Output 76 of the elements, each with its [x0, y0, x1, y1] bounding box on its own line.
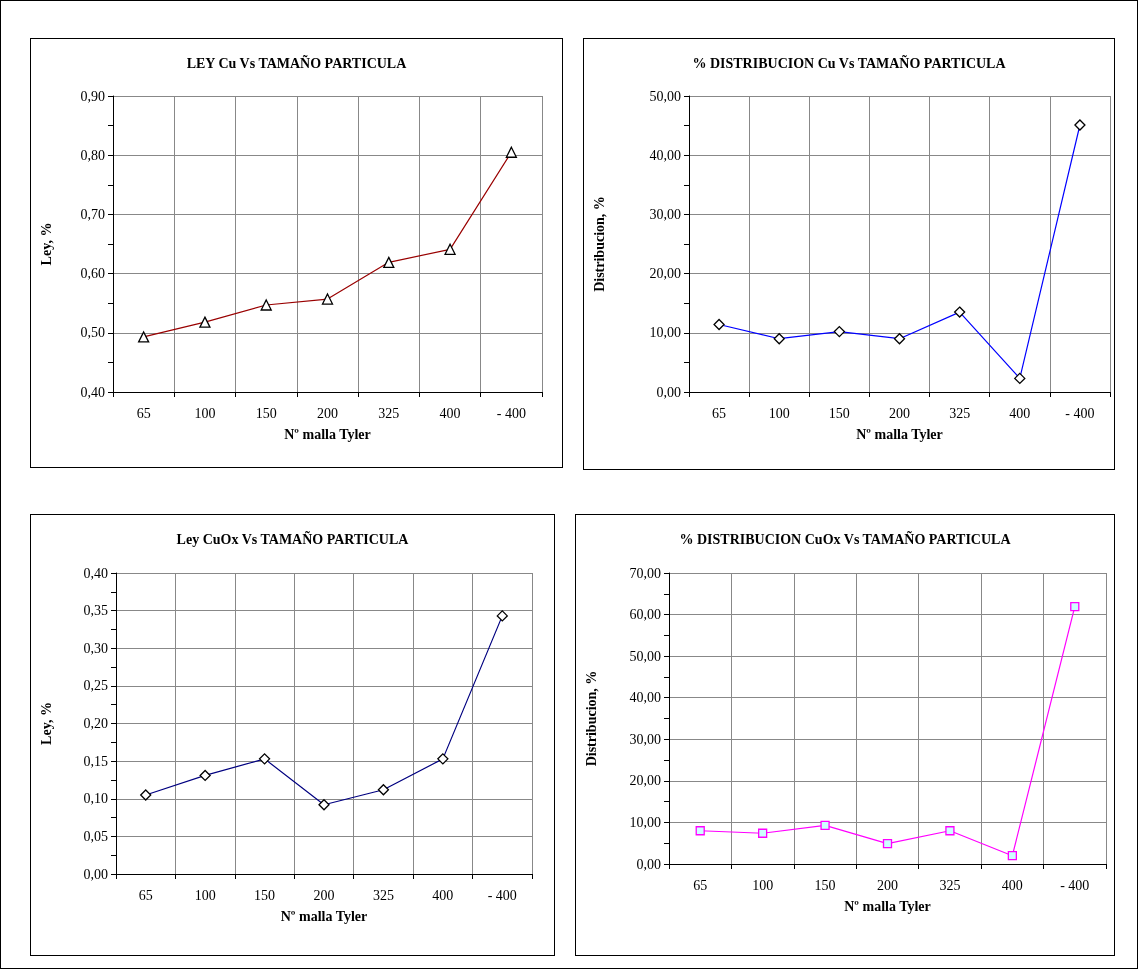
- x-tick-label: - 400: [1060, 877, 1090, 893]
- x-tick-label: 100: [194, 405, 216, 421]
- y-axis-title: Ley, %: [38, 222, 54, 266]
- y-tick-label: 50,00: [629, 648, 661, 664]
- x-tick-label: 150: [254, 887, 276, 903]
- chart-title: Ley CuOx Vs TAMAÑO PARTICULA: [176, 529, 410, 547]
- y-tick-label: 0,60: [80, 266, 105, 282]
- y-axis-title: Distribucion, %: [583, 670, 599, 767]
- y-tick-label: 40,00: [649, 147, 681, 163]
- x-tick-label: 65: [138, 887, 153, 903]
- y-tick-label: 0,00: [636, 856, 661, 872]
- x-tick-label: 200: [317, 405, 338, 421]
- y-tick-label: 10,00: [629, 814, 661, 830]
- y-tick-label: 30,00: [649, 206, 681, 222]
- point: [695, 826, 705, 836]
- x-tick-label: 400: [439, 405, 461, 421]
- y-tick-label: 0,90: [80, 88, 105, 104]
- y-tick-label: 0,30: [83, 640, 108, 656]
- y-tick-label: 0,20: [83, 716, 108, 731]
- x-tick-label: 400: [1001, 877, 1023, 893]
- x-tick-label: 200: [889, 405, 910, 421]
- y-tick-label: 0,35: [83, 603, 108, 619]
- x-tick-label: 400: [1009, 405, 1031, 421]
- y-tick-label: 50,00: [649, 88, 681, 104]
- x-tick-label: 325: [949, 405, 971, 421]
- x-tick-label: 325: [372, 887, 394, 903]
- x-axis-title: Nº malla Tyler: [856, 426, 943, 442]
- point: [945, 826, 955, 836]
- y-tick-label: 0,05: [83, 828, 108, 844]
- y-tick-label: 70,00: [629, 565, 661, 581]
- y-tick-label: 0,25: [83, 678, 108, 694]
- y-tick-label: 0,50: [80, 325, 105, 341]
- x-tick-label: - 400: [487, 887, 517, 903]
- y-tick-label: 40,00: [629, 690, 661, 706]
- x-axis-title: Nº malla Tyler: [844, 898, 931, 914]
- x-tick-label: - 400: [1065, 405, 1095, 421]
- y-tick-label: 0,80: [80, 147, 105, 163]
- x-tick-label: 100: [768, 405, 790, 421]
- x-tick-label: 65: [712, 405, 727, 421]
- y-tick-label: 10,00: [649, 325, 681, 341]
- x-tick-label: 200: [313, 887, 335, 903]
- chart-title: % DISTRIBUCION Cu Vs TAMAÑO PARTICULA: [692, 53, 1007, 71]
- y-tick-label: 20,00: [649, 266, 681, 282]
- point: [1007, 851, 1018, 861]
- x-tick-label: 150: [255, 405, 277, 421]
- y-tick-label: 20,00: [629, 773, 661, 789]
- y-tick-label: 0,15: [83, 753, 108, 769]
- x-tick-label: - 400: [496, 405, 526, 421]
- x-tick-label: 65: [136, 405, 151, 421]
- x-tick-label: 150: [814, 877, 836, 893]
- y-tick-label: 60,00: [629, 607, 661, 623]
- y-tick-label: 0,00: [656, 384, 681, 400]
- chart-title: LEY Cu Vs TAMAÑO PARTICULA: [186, 53, 408, 71]
- y-tick-label: 0,40: [80, 384, 105, 400]
- point: [882, 838, 893, 849]
- x-tick-label: 325: [939, 877, 961, 893]
- x-tick-label: 400: [432, 887, 454, 903]
- x-tick-label: 100: [752, 877, 774, 893]
- x-axis-title: Nº malla Tyler: [280, 908, 368, 924]
- x-tick-label: 65: [693, 877, 708, 893]
- y-tick-label: 0,70: [80, 206, 105, 222]
- x-axis-title: Nº malla Tyler: [284, 426, 371, 442]
- point: [757, 828, 768, 838]
- point: [820, 820, 830, 830]
- x-tick-label: 100: [194, 887, 216, 903]
- x-tick-label: 325: [378, 405, 400, 421]
- point: [1070, 602, 1080, 612]
- y-tick-label: 0,10: [83, 791, 108, 807]
- y-tick-label: 0,00: [83, 866, 108, 882]
- x-tick-label: 150: [828, 405, 850, 421]
- y-tick-label: 0,40: [83, 565, 108, 581]
- chart-title: % DISTRIBUCION CuOx Vs TAMAÑO PARTICULA: [679, 529, 1012, 547]
- y-axis-title: Distribucion, %: [591, 196, 607, 292]
- y-tick-label: 30,00: [629, 731, 661, 747]
- y-axis-title: Ley, %: [38, 702, 54, 745]
- x-tick-label: 200: [877, 877, 898, 893]
